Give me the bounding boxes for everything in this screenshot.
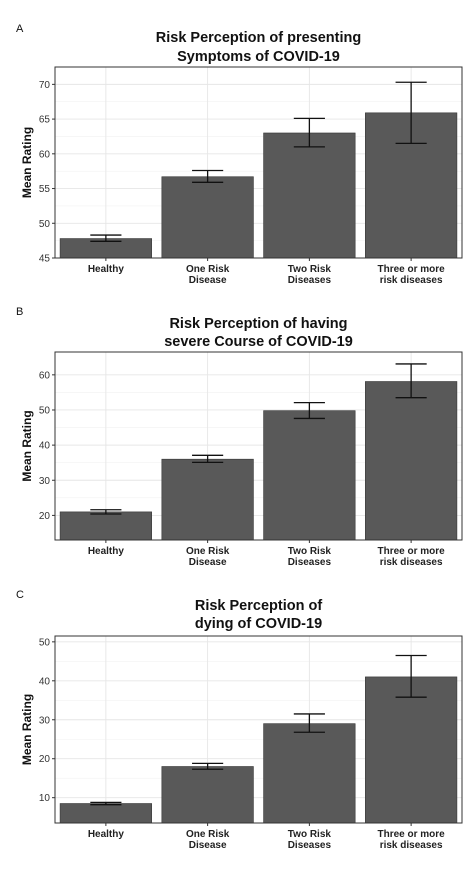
x-tick-label: Diseases <box>288 557 332 568</box>
panel-letter: C <box>16 589 24 601</box>
plot-frame <box>54 66 463 259</box>
y-tick-label: 30 <box>39 715 51 726</box>
y-tick-label: 30 <box>39 476 51 487</box>
x-tick-label: Disease <box>189 275 227 286</box>
y-tick-label: 65 <box>39 115 51 126</box>
y-axis-title: Mean Rating <box>20 410 34 481</box>
chart-title: severe Course of COVID-19 <box>164 334 353 350</box>
y-tick-label: 50 <box>39 219 51 230</box>
bar <box>365 381 458 541</box>
y-tick-label: 45 <box>39 254 51 265</box>
bar <box>59 511 152 541</box>
bar <box>365 676 458 824</box>
x-tick-label: risk diseases <box>380 840 443 851</box>
y-tick-label: 60 <box>39 370 51 381</box>
plot-frame <box>54 351 463 541</box>
x-tick-label: One Risk <box>186 546 230 557</box>
bar <box>263 723 356 824</box>
chart-panel-a: A Risk Perception of presenting Symptoms o… <box>16 23 463 286</box>
x-tick-label: Healthy <box>88 264 125 275</box>
chart-title: Risk Perception of presenting <box>156 30 361 46</box>
chart-panel-c: C Risk Perception of dying of COVID-19 10 20… <box>16 589 463 851</box>
panel-letter: B <box>16 306 23 318</box>
y-tick-label: 55 <box>39 184 51 195</box>
chart-title: Symptoms of COVID-19 <box>177 49 340 65</box>
x-tick-label: Three or more <box>378 829 446 840</box>
bar <box>161 458 254 541</box>
y-axis-title: Mean Rating <box>20 694 34 765</box>
x-tick-label: Two Risk <box>288 546 332 557</box>
chart-title: Risk Perception of <box>195 598 322 614</box>
panel-letter: A <box>16 23 24 35</box>
x-tick-label: Two Risk <box>288 264 332 275</box>
chart-panel-b: B Risk Perception of having severe Course … <box>16 306 463 568</box>
x-tick-label: Healthy <box>88 829 125 840</box>
y-tick-label: 50 <box>39 637 51 648</box>
bar <box>161 176 254 259</box>
x-tick-label: Disease <box>189 840 227 851</box>
y-tick-label: 40 <box>39 441 51 452</box>
x-tick-label: Diseases <box>288 840 332 851</box>
x-tick-label: One Risk <box>186 829 230 840</box>
x-tick-label: Disease <box>189 557 227 568</box>
chart-title: Risk Perception of having <box>169 316 347 332</box>
y-tick-label: 10 <box>39 793 51 804</box>
y-tick-label: 40 <box>39 676 51 687</box>
y-tick-label: 50 <box>39 405 51 416</box>
x-tick-label: Healthy <box>88 546 125 557</box>
y-tick-label: 60 <box>39 149 51 160</box>
bar <box>263 132 356 259</box>
x-tick-label: Three or more <box>378 546 446 557</box>
plot-frame <box>54 635 463 824</box>
bar <box>161 766 254 824</box>
y-tick-label: 20 <box>39 511 51 522</box>
x-tick-label: risk diseases <box>380 275 443 286</box>
x-tick-label: Diseases <box>288 275 332 286</box>
bar <box>59 803 152 824</box>
x-tick-label: Three or more <box>378 264 446 275</box>
x-tick-label: Two Risk <box>288 829 332 840</box>
y-tick-label: 70 <box>39 80 51 91</box>
y-axis-title: Mean Rating <box>20 127 34 198</box>
y-tick-label: 20 <box>39 754 51 765</box>
chart-title: dying of COVID-19 <box>195 616 322 632</box>
x-tick-label: risk diseases <box>380 557 443 568</box>
x-tick-label: One Risk <box>186 264 230 275</box>
bar <box>263 410 356 541</box>
